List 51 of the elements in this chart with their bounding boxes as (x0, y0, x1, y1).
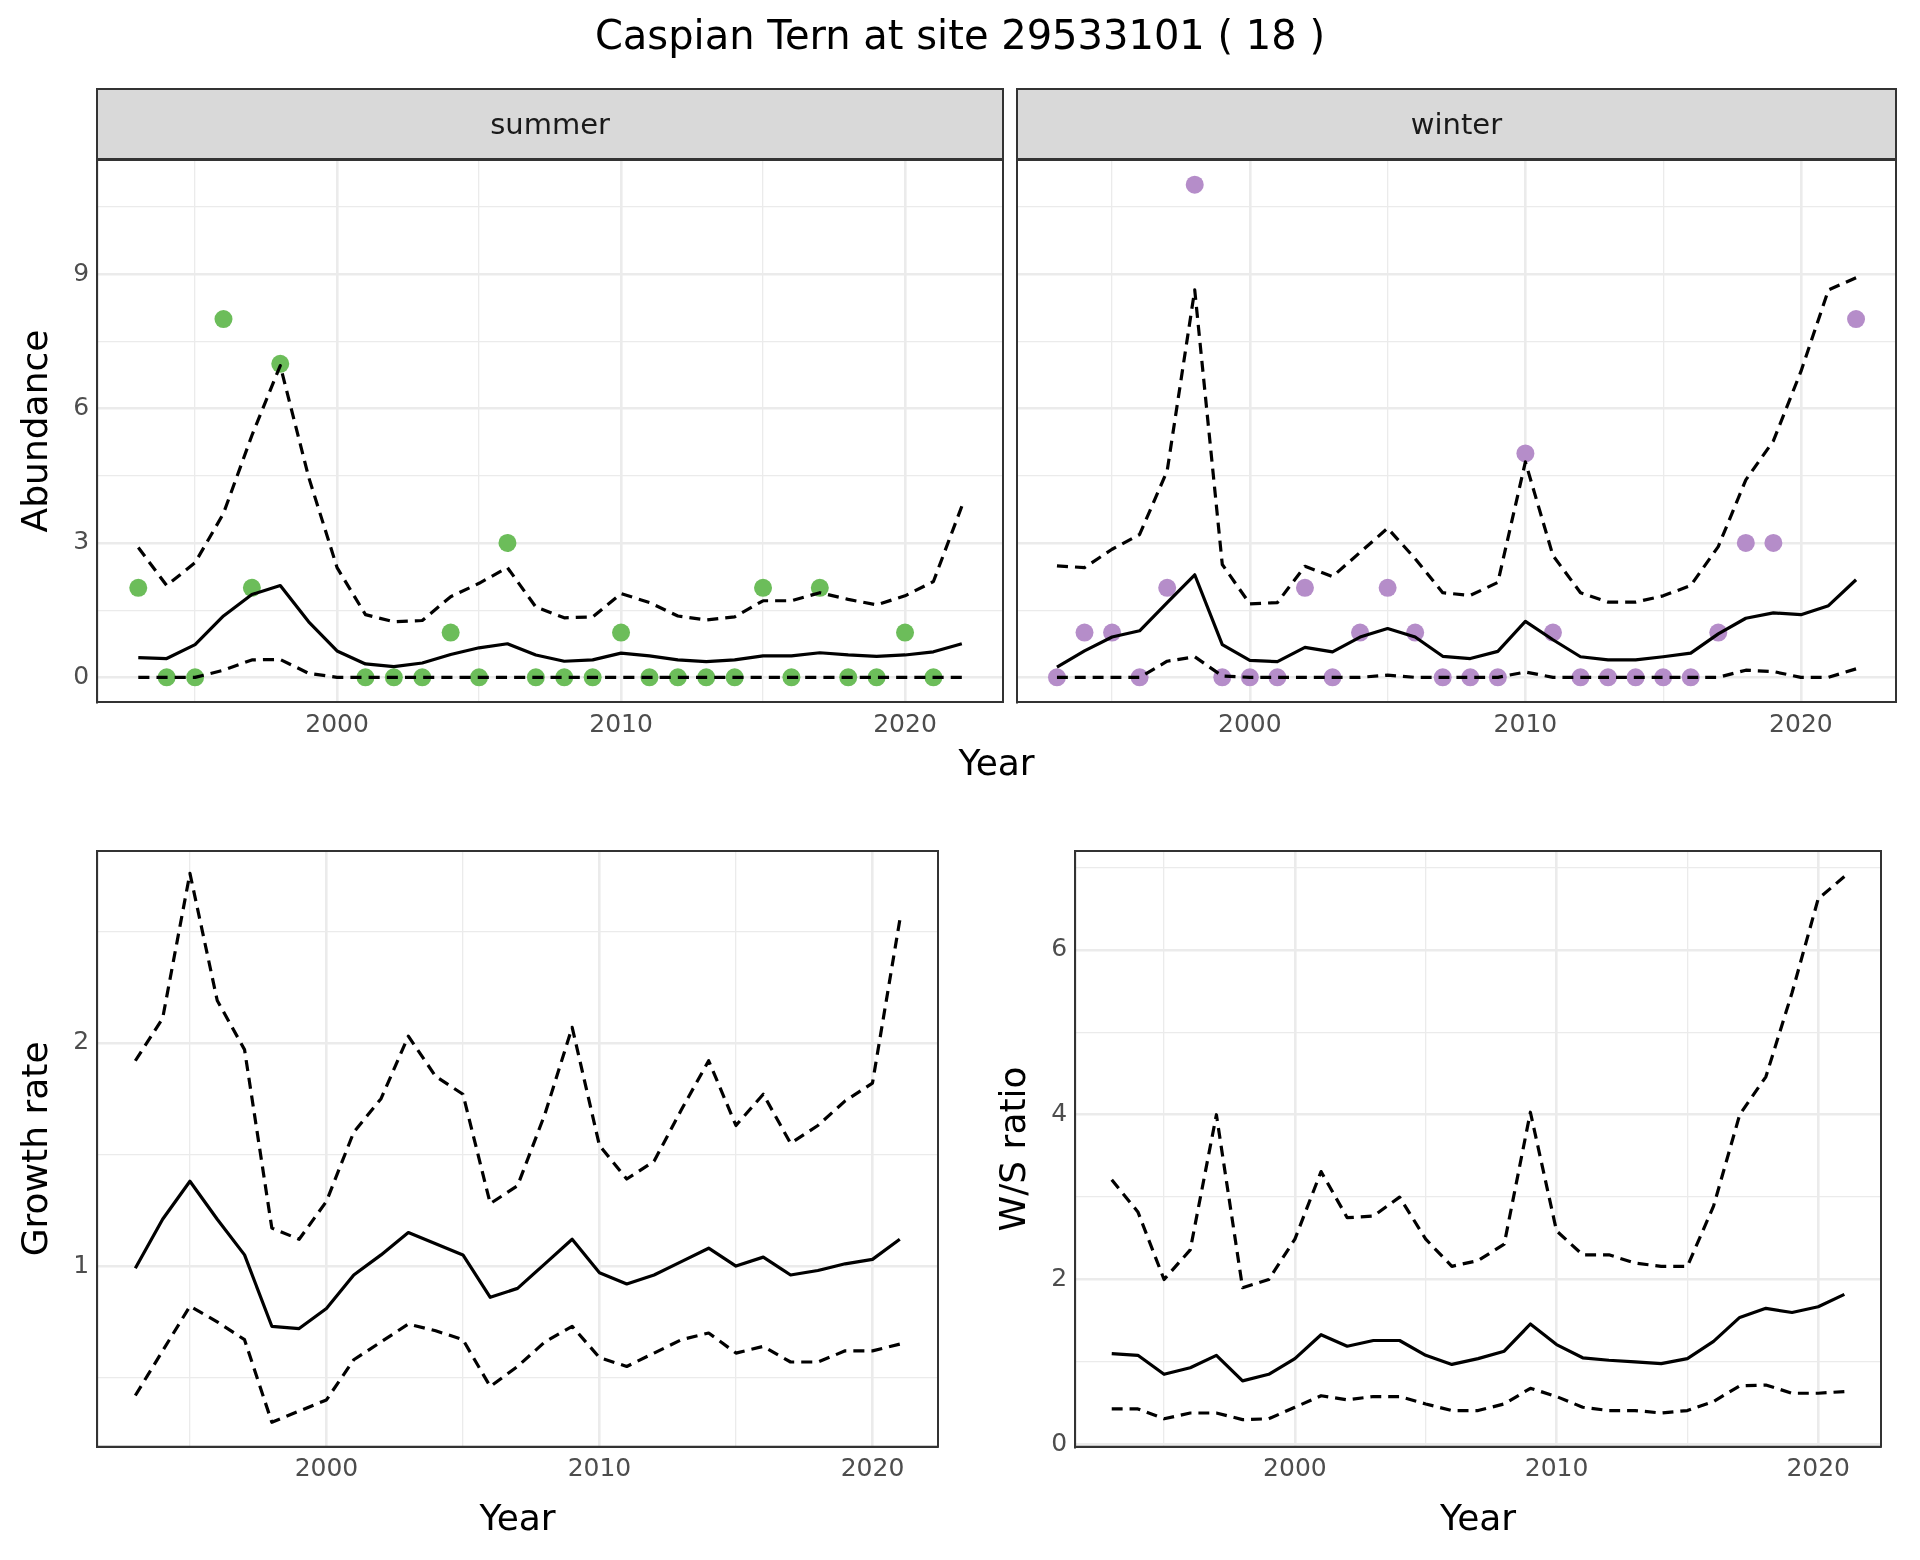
y-tick-label: 0 (1051, 1427, 1068, 1457)
x-tick-label: 2020 (1769, 708, 1833, 738)
y-tick-label: 2 (1051, 1263, 1068, 1293)
chart-subtitle: summer (96, 88, 1004, 160)
x-tick-label: 2010 (589, 708, 653, 738)
y-tick-label: 2 (73, 1026, 90, 1056)
point (214, 310, 233, 329)
point (1764, 533, 1783, 552)
y-axis-title: W/S ratio (991, 1066, 1033, 1232)
y-tick-label: 3 (73, 526, 90, 556)
x-tick-label: 2000 (294, 1453, 359, 1483)
y-axis-title: Growth rate (13, 1041, 55, 1257)
point (896, 623, 915, 642)
x-axis-title: Year (1438, 1496, 1517, 1538)
line-series (1110, 874, 1846, 1290)
y-tick-label: 4 (1051, 1098, 1068, 1128)
chart-subtitle: winter (1016, 88, 1897, 160)
point (498, 533, 517, 552)
point (1075, 623, 1094, 642)
point (1516, 444, 1535, 463)
chart-title: Caspian Tern at site 29533101 ( 18 ) (593, 12, 1327, 58)
y-tick-label: 6 (1051, 933, 1068, 963)
x-tick-label: 2010 (567, 1453, 632, 1483)
x-tick-label: 2000 (1218, 708, 1282, 738)
x-tick-label: 2000 (1263, 1453, 1327, 1483)
x-tick-label: 2020 (1786, 1453, 1851, 1483)
point (1185, 175, 1204, 194)
y-tick-label: 6 (73, 392, 90, 422)
x-tick-label: 2010 (1493, 708, 1558, 738)
x-axis-title: Year (957, 742, 1036, 783)
x-axis-title: Year (478, 1496, 556, 1538)
point (1295, 578, 1314, 597)
point (1736, 533, 1755, 552)
point (1847, 310, 1866, 329)
point (1158, 578, 1177, 597)
y-tick-label: 0 (73, 660, 90, 690)
point (754, 578, 773, 597)
y-tick-label: 1 (73, 1249, 90, 1279)
x-tick-label: 2000 (305, 708, 369, 738)
line-series (1110, 1383, 1846, 1422)
y-axis-title: Abundance (13, 329, 55, 533)
x-tick-label: 2010 (1524, 1453, 1589, 1483)
x-tick-label: 2020 (840, 1453, 905, 1483)
y-tick-label: 9 (73, 257, 90, 287)
line-series (133, 1304, 902, 1424)
line-series (133, 871, 902, 1241)
x-tick-label: 2020 (873, 708, 937, 738)
point (612, 623, 631, 642)
point (129, 578, 148, 597)
point (441, 623, 460, 642)
point (1378, 578, 1397, 597)
